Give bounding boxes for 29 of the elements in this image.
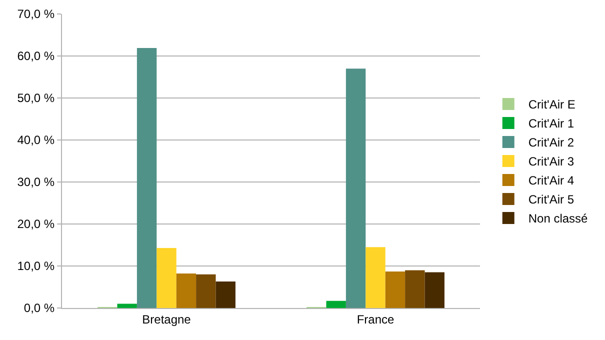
- bar: [136, 48, 157, 308]
- x-tick-label: France: [356, 312, 394, 326]
- bar: [366, 247, 386, 308]
- y-tick-label: 70,0 %: [17, 7, 55, 22]
- bar: [156, 248, 176, 308]
- bar: [216, 282, 236, 308]
- bar: [405, 270, 425, 308]
- bar: [385, 271, 406, 308]
- bar: [117, 304, 137, 308]
- x-tick-label: Bretagne: [142, 312, 192, 326]
- y-tick-label: 40,0 %: [17, 133, 55, 148]
- bar: [346, 68, 366, 308]
- bar: [176, 274, 196, 308]
- bar: [424, 272, 444, 308]
- legend-label: Crit'Air 4: [528, 174, 574, 188]
- bar: [196, 274, 216, 308]
- legend-label: Crit'Air 3: [528, 154, 574, 169]
- y-tick-label: 50,0 %: [17, 91, 55, 106]
- legend-label: Crit'Air E: [528, 98, 576, 112]
- y-tick-label: 60,0 %: [17, 49, 55, 64]
- legend-label: Crit'Air 2: [528, 136, 574, 150]
- y-tick-label: 0,0 %: [24, 301, 55, 316]
- legend-label: Crit'Air 5: [528, 192, 574, 207]
- legend-label: Non classé: [528, 212, 588, 226]
- y-tick-label: 30,0 %: [17, 175, 55, 190]
- legend-label: Crit'Air 1: [528, 116, 574, 131]
- bar: [326, 300, 346, 308]
- y-tick-label: 20,0 %: [17, 217, 55, 232]
- y-tick-label: 10,0 %: [17, 259, 55, 274]
